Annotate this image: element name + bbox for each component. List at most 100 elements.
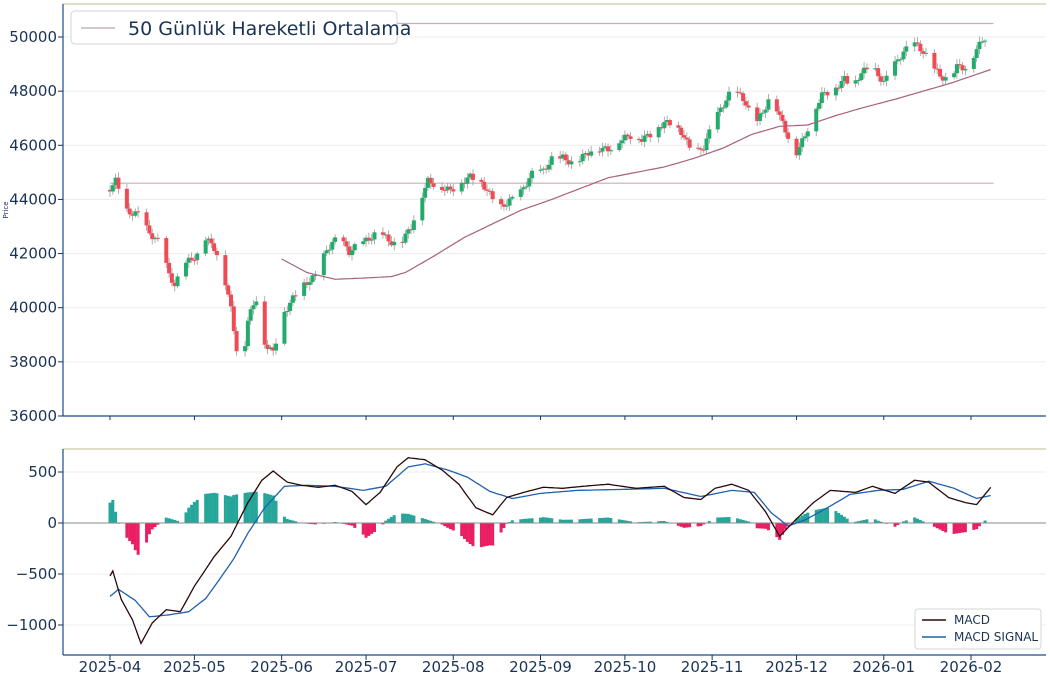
candle-body <box>960 65 965 71</box>
candle-body <box>172 282 177 287</box>
histogram-bar <box>741 519 745 523</box>
candle-body <box>420 197 425 221</box>
candle-body <box>873 68 878 70</box>
candle-body <box>743 101 748 106</box>
histogram-bar <box>972 523 976 530</box>
candle-body <box>617 143 622 151</box>
candle-body <box>656 127 661 138</box>
candle-body <box>603 146 608 148</box>
candle-body <box>459 182 464 192</box>
candle-body <box>822 92 827 94</box>
histogram-bar <box>975 523 979 530</box>
histogram-bar <box>567 519 571 523</box>
histogram-bar <box>955 523 959 534</box>
price-tick-label: 38000 <box>9 353 57 371</box>
ma50-series <box>281 68 991 280</box>
histogram-bar <box>977 523 981 527</box>
candle-body <box>938 69 943 77</box>
x-tick-label: 2025-10 <box>594 658 657 676</box>
candle-body <box>904 46 909 52</box>
histogram-bar <box>387 518 391 523</box>
histogram-bar <box>465 523 469 542</box>
candle-body <box>659 127 664 129</box>
histogram-bar <box>845 518 849 523</box>
candle-body <box>406 229 411 234</box>
candle-body <box>203 240 208 254</box>
candle-body <box>425 177 430 188</box>
histogram-bar <box>826 507 829 523</box>
histogram-bar <box>333 521 337 523</box>
histogram-bar <box>558 519 562 523</box>
histogram-bar <box>840 514 844 523</box>
candle-body <box>876 68 881 77</box>
candle-body <box>214 250 219 256</box>
histogram-bar <box>550 518 554 523</box>
histogram-bar <box>707 520 711 523</box>
candle-body <box>403 233 408 243</box>
candle-body <box>921 51 926 54</box>
candle-body <box>580 154 585 162</box>
histogram-bar <box>544 517 548 523</box>
candle-body <box>431 183 436 187</box>
candle-body <box>144 212 149 226</box>
candle-body <box>971 57 976 69</box>
candle-body <box>470 173 475 180</box>
histogram-bar <box>783 523 787 530</box>
histogram-bar <box>114 511 118 523</box>
histogram-bar <box>271 495 275 523</box>
histogram-bar <box>539 517 542 523</box>
histogram-bar <box>406 513 410 523</box>
candle-body <box>504 205 509 207</box>
histogram-bar <box>389 516 393 523</box>
histogram-bar <box>755 523 759 529</box>
x-tick-label: 2025-09 <box>509 658 572 676</box>
candle-body <box>223 255 228 286</box>
x-ticks: 2025-04 2025-05 2025-06 2025-07 2025-08 2025-… <box>79 416 1002 676</box>
histogram-bar <box>482 523 486 547</box>
histogram-bar <box>367 523 371 536</box>
histogram-bar <box>921 521 925 523</box>
x-tick-label: 2025-05 <box>163 658 226 676</box>
price-panel: 36000 38000 40000 42000 44000 46000 48000 50000… <box>2 3 1046 425</box>
candle-body <box>462 182 467 184</box>
candle-body <box>409 229 414 231</box>
histogram-bar <box>361 523 365 535</box>
histogram-bar <box>584 518 588 523</box>
candle-body <box>521 187 526 190</box>
histogram-bar <box>195 499 199 523</box>
candle-body <box>662 121 667 129</box>
candle-body <box>836 87 841 89</box>
candle-body <box>265 344 270 350</box>
candle-body <box>510 196 515 199</box>
candle-body <box>372 232 377 240</box>
histogram-bar <box>448 523 452 530</box>
candle-body <box>963 68 968 71</box>
x-tick-label: 2025-12 <box>765 658 828 676</box>
candle-body <box>344 241 349 247</box>
histogram-bar <box>719 517 723 523</box>
histogram-bar <box>938 523 942 530</box>
histogram-bar <box>229 496 233 523</box>
histogram-bar <box>468 523 472 544</box>
histogram-bar <box>944 523 948 533</box>
macd-line <box>109 457 992 645</box>
histogram-bar <box>803 513 807 523</box>
candle-body <box>817 103 822 109</box>
histogram-bar <box>409 514 413 523</box>
candle-body <box>169 273 174 283</box>
histogram-bar <box>603 517 607 523</box>
histogram-bar <box>564 519 568 523</box>
histogram-bar <box>918 520 922 523</box>
candle-body <box>310 275 315 283</box>
histogram-bar <box>598 518 602 523</box>
macd-tick-label: −1000 <box>6 616 57 634</box>
histogram-bar <box>136 523 140 555</box>
candle-body <box>155 237 160 239</box>
candle-body <box>943 77 948 81</box>
candle-body <box>487 190 492 192</box>
histogram-bar <box>167 518 171 523</box>
candle-body <box>583 153 588 155</box>
candle-body <box>274 343 279 351</box>
candle-body <box>935 68 940 70</box>
histogram-bar <box>834 511 838 523</box>
